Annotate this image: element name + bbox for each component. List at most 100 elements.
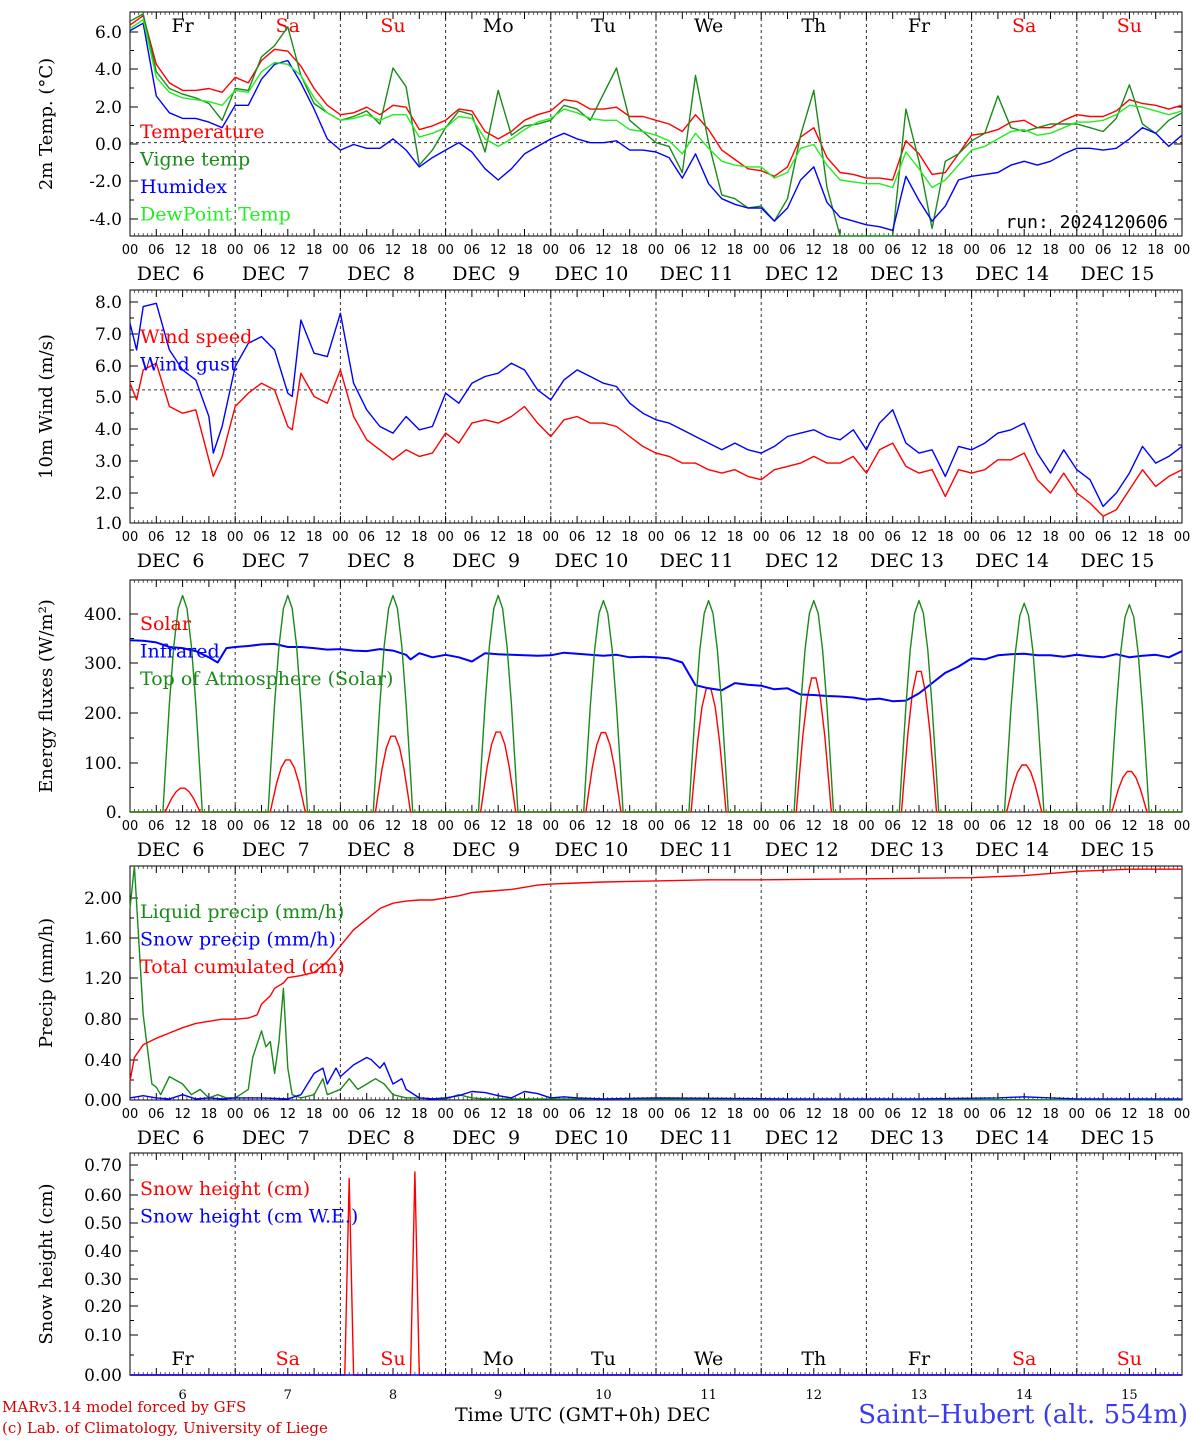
- y-tick-label: 2.0: [95, 98, 122, 118]
- legend-snow-height-cm-w-e: Snow height (cm W.E.): [140, 1206, 358, 1228]
- hour-label: 06: [884, 1107, 901, 1122]
- hour-label: 18: [1147, 243, 1164, 258]
- hour-label: 06: [1095, 243, 1112, 258]
- hour-label: 00: [1069, 530, 1086, 545]
- weekday-label: Su: [380, 15, 405, 37]
- hour-label: 18: [621, 819, 638, 834]
- day-label: DEC 12: [765, 550, 839, 572]
- day-label: DEC 6: [137, 263, 205, 285]
- day-label: DEC 9: [452, 550, 520, 572]
- y-axis-label: Snow height (cm): [36, 1183, 57, 1344]
- hour-label: 06: [674, 530, 691, 545]
- hour-label: 06: [464, 1107, 481, 1122]
- hour-label: 00: [437, 1107, 454, 1122]
- y-tick-label: 200.: [84, 704, 122, 724]
- y-tick-label: 0.0: [95, 135, 122, 155]
- hour-label: 06: [464, 819, 481, 834]
- day-number: 10: [595, 1388, 612, 1403]
- day-label: DEC 7: [242, 550, 310, 572]
- y-tick-label: 0.50: [84, 1214, 122, 1234]
- hour-label: 00: [332, 1107, 349, 1122]
- series-line-wind-gust: [129, 302, 1183, 508]
- run-annotation: run: 2024120606: [1005, 212, 1168, 233]
- hour-label: 18: [832, 819, 849, 834]
- hour-label: 18: [1147, 530, 1164, 545]
- day-label: DEC 9: [452, 839, 520, 861]
- hour-label: 00: [1069, 819, 1086, 834]
- y-tick-label: 0.80: [84, 1010, 122, 1030]
- hour-label: 18: [411, 819, 428, 834]
- day-number: 9: [494, 1388, 502, 1403]
- y-tick-label: 400.: [84, 605, 122, 625]
- hour-label: 00: [1069, 1107, 1086, 1122]
- hour-label: 00: [543, 530, 560, 545]
- y-axis-label: Precip (mm/h): [36, 918, 57, 1048]
- legend-vigne-temp: Vigne temp: [139, 149, 250, 171]
- hour-label: 00: [437, 243, 454, 258]
- hour-label: 12: [595, 530, 612, 545]
- legend-humidex: Humidex: [140, 176, 227, 198]
- hour-label: 12: [595, 1107, 612, 1122]
- hour-label: 06: [779, 819, 796, 834]
- model-credit: MARv3.14 model forced by GFS: [2, 1398, 247, 1416]
- day-label: DEC 14: [975, 1127, 1049, 1149]
- hour-label: 12: [385, 1107, 402, 1122]
- hour-label: 00: [963, 530, 980, 545]
- day-label: DEC 9: [452, 263, 520, 285]
- hour-label: 00: [648, 243, 665, 258]
- hour-label: 06: [674, 819, 691, 834]
- station-name: Saint–Hubert (alt. 554m): [858, 1400, 1188, 1430]
- day-number: 7: [284, 1388, 292, 1403]
- hour-label: 06: [148, 243, 165, 258]
- hour-label: 18: [1042, 1107, 1059, 1122]
- hour-label: 18: [832, 1107, 849, 1122]
- hour-label: 00: [332, 530, 349, 545]
- day-label: DEC 12: [765, 839, 839, 861]
- hour-label: 12: [1121, 243, 1138, 258]
- hour-label: 00: [753, 1107, 770, 1122]
- day-label: DEC 13: [870, 550, 944, 572]
- y-tick-label: 1.0: [95, 514, 122, 534]
- y-tick-label: 4.0: [95, 420, 122, 440]
- hour-label: 00: [543, 243, 560, 258]
- panel-2: 8.0 7.0 6.0 5.0 4.0 3.0 2.0 1.0 10m Wind (m/s) 00…: [36, 289, 1190, 572]
- hour-label: 00: [858, 530, 875, 545]
- day-label: DEC 13: [870, 263, 944, 285]
- hour-label: 12: [385, 243, 402, 258]
- hour-label: 06: [884, 530, 901, 545]
- y-tick-label: 2.0: [95, 484, 122, 504]
- hour-label: 18: [832, 243, 849, 258]
- panel-1: 6.0 4.0 2.0 0.0 -2.0 -4.0 2m Temp. (°C) 00 06 12 1…: [36, 11, 1190, 285]
- hour-label: 12: [490, 530, 507, 545]
- day-label: DEC 11: [660, 1127, 734, 1149]
- weekday-label: Fr: [171, 1348, 194, 1370]
- hour-label: 12: [911, 1107, 928, 1122]
- weekday-label: Mo: [483, 1348, 514, 1370]
- hour-label: 00: [1069, 243, 1086, 258]
- weekday-label: Su: [380, 1348, 405, 1370]
- hour-label: 06: [1095, 819, 1112, 834]
- hour-label: 06: [569, 243, 586, 258]
- hour-label: 18: [1147, 819, 1164, 834]
- hour-label: 00: [122, 1107, 139, 1122]
- hour-label: 06: [358, 819, 375, 834]
- hour-label: 00: [122, 243, 139, 258]
- day-label: DEC 6: [137, 839, 205, 861]
- hour-label: 06: [779, 243, 796, 258]
- day-label: DEC 13: [870, 839, 944, 861]
- day-number: 8: [389, 1388, 397, 1403]
- day-label: DEC 15: [1080, 550, 1154, 572]
- hour-label: 18: [306, 243, 323, 258]
- day-label: DEC 10: [554, 263, 628, 285]
- hour-label: 18: [727, 243, 744, 258]
- legend-liquid-precip-mm-h: Liquid precip (mm/h): [140, 901, 344, 923]
- hour-label: 06: [990, 243, 1007, 258]
- day-label: DEC 8: [347, 263, 415, 285]
- hour-label: 12: [806, 530, 823, 545]
- y-tick-label: -2.0: [89, 172, 122, 192]
- series-line-humidex: [129, 22, 1183, 232]
- legend-top-of-atmosphere-solar: Top of Atmosphere (Solar): [140, 668, 393, 690]
- hour-label: 12: [490, 243, 507, 258]
- hour-label: 00: [122, 530, 139, 545]
